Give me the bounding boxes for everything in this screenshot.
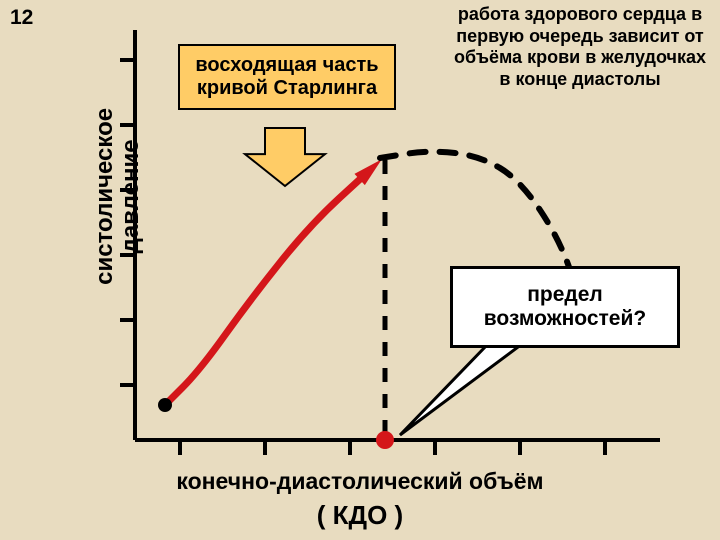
question-box-tail: [400, 344, 522, 435]
callout-down-arrow-icon: [245, 128, 325, 186]
callout-box: восходящая часть кривой Старлинга: [178, 44, 396, 110]
y-ticks: [120, 60, 135, 385]
question-box: предел возможностей?: [450, 266, 680, 348]
x-axis-sublabel: ( КДО ): [0, 500, 720, 531]
red-axis-dot: [376, 431, 394, 449]
black-start-dot: [158, 398, 172, 412]
x-axis-label: конечно-диастолический объём: [0, 468, 720, 495]
red-ascending-curve: [165, 170, 370, 405]
